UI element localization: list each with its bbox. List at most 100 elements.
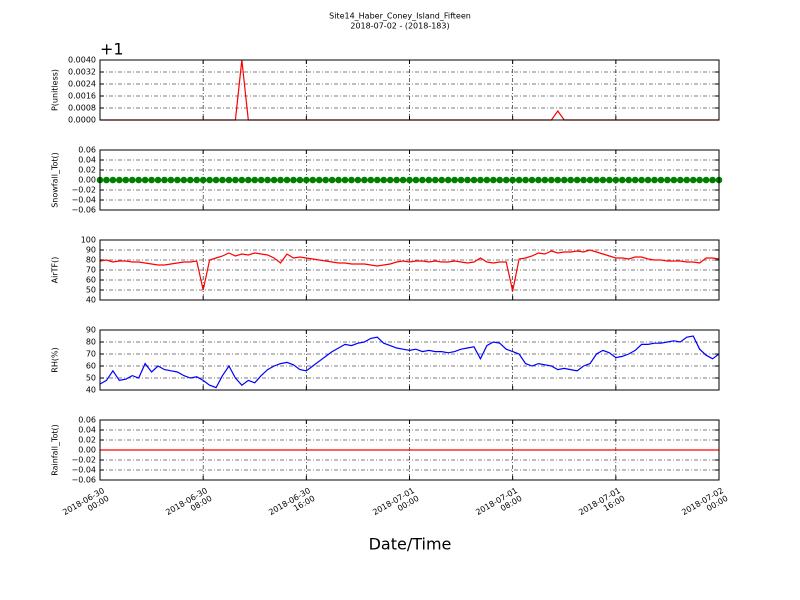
y-tick-label: 60 [86, 362, 96, 371]
data-point [232, 176, 239, 184]
data-point [412, 176, 420, 184]
data-point [464, 176, 471, 184]
y-tick-label: −0.04 [71, 196, 96, 205]
data-point [522, 176, 529, 184]
data-point [515, 176, 523, 184]
data-point [219, 176, 226, 184]
data-point [444, 176, 452, 184]
data-point [161, 176, 168, 184]
y-tick-label: 50 [86, 286, 96, 295]
data-point [419, 176, 426, 184]
data-point [670, 176, 678, 184]
plot-frame [99, 329, 720, 391]
y-tick-label: 70 [86, 266, 96, 275]
y-tick-label: 0.0016 [68, 92, 96, 101]
y-tick-label: 40 [86, 296, 96, 305]
data-point [631, 176, 639, 184]
data-point [606, 176, 613, 184]
data-point [264, 176, 271, 184]
data-point [199, 176, 207, 184]
data-point [122, 176, 130, 184]
data-point [696, 176, 703, 184]
data-point [277, 176, 284, 184]
data-point [186, 176, 194, 184]
y-tick-label: 90 [86, 246, 96, 255]
data-point [431, 176, 439, 184]
data-point [367, 176, 375, 184]
data-point [554, 176, 562, 184]
data-line [99, 249, 720, 292]
y-axis-label: AirTF() [51, 257, 60, 284]
data-point [496, 176, 504, 184]
data-point [328, 176, 336, 184]
data-point [502, 176, 510, 184]
data-point [103, 176, 110, 184]
data-point [425, 176, 433, 184]
data-point [167, 176, 175, 184]
data-point [341, 176, 349, 184]
data-point [625, 176, 633, 184]
data-point [212, 176, 220, 184]
y-axis-label: Snowfall_Tot() [51, 152, 60, 208]
y-tick-label: −0.02 [71, 456, 96, 465]
plot-frame [99, 239, 720, 301]
y-tick-label: −0.06 [71, 476, 96, 485]
y-tick-label: 0.02 [78, 166, 96, 175]
data-point [290, 176, 297, 184]
y-tick-label: 0.0000 [68, 116, 96, 125]
data-point [174, 176, 181, 184]
data-point [702, 176, 710, 184]
y-tick-label: 0.06 [78, 146, 96, 155]
y-tick-label: 80 [86, 256, 96, 265]
data-point [296, 176, 304, 184]
data-point [303, 176, 310, 184]
data-point [451, 176, 458, 184]
data-point [586, 176, 594, 184]
y-tick-label: 0.0008 [68, 104, 96, 113]
data-point [399, 176, 407, 184]
data-point [283, 176, 291, 184]
data-point [580, 176, 587, 184]
data-point [560, 176, 568, 184]
y-tick-label: −0.06 [71, 206, 96, 215]
data-point [348, 176, 355, 184]
data-point [477, 176, 484, 184]
data-line [99, 335, 720, 389]
y-tick-label: 0.00 [78, 176, 96, 185]
data-point [644, 176, 652, 184]
data-point [238, 176, 246, 184]
data-point [509, 176, 516, 184]
y-axis-label: Rainfall_Tot() [51, 424, 60, 476]
data-point [683, 176, 691, 184]
data-point [154, 176, 162, 184]
y-tick-label: 0.0024 [68, 80, 96, 89]
plot-frame [99, 419, 720, 481]
data-point [599, 176, 607, 184]
data-point [386, 176, 394, 184]
offset-text: +1 [100, 40, 124, 59]
data-point [128, 176, 136, 184]
x-axis-label: Date/Time [369, 535, 452, 554]
data-point [380, 176, 388, 184]
data-point [116, 176, 123, 184]
data-point [457, 176, 465, 184]
data-point [651, 176, 658, 184]
data-point [354, 176, 362, 184]
data-point [141, 176, 149, 184]
y-tick-label: 70 [86, 350, 96, 359]
data-point [657, 176, 665, 184]
y-tick-label: 100 [81, 236, 96, 245]
data-point [593, 176, 600, 184]
data-point [548, 176, 555, 184]
data-point [135, 176, 142, 184]
data-point [709, 176, 716, 184]
y-tick-label: 90 [86, 326, 96, 335]
data-point [567, 176, 574, 184]
data-point [689, 176, 697, 184]
data-point [638, 176, 645, 184]
data-point [677, 176, 684, 184]
data-point [225, 176, 233, 184]
y-tick-label: 0.00 [78, 446, 96, 455]
